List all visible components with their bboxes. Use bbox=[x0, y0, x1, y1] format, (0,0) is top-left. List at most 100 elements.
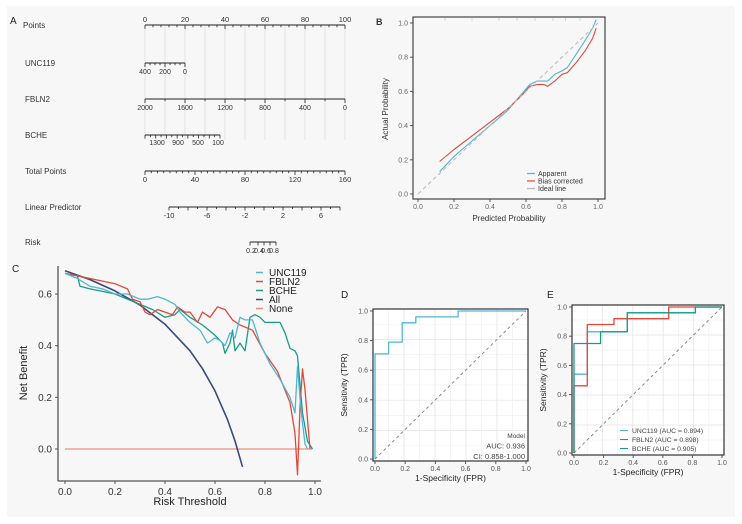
x-tick-label: 0.2 bbox=[599, 460, 609, 467]
plot-border bbox=[412, 16, 606, 200]
linear-predictor-tick-label: 6 bbox=[319, 211, 323, 220]
plot-border bbox=[372, 308, 529, 462]
linear-predictor-tick-label: -6 bbox=[204, 211, 211, 220]
points-tick-label: 100 bbox=[339, 15, 352, 24]
nomogram-row-label: BCHE bbox=[25, 131, 47, 140]
legend-label: None bbox=[269, 304, 293, 315]
x-tick-label: 0.6 bbox=[208, 487, 222, 498]
fbln2-tick-label: 2000 bbox=[137, 105, 153, 112]
y-tick-label: 0.8 bbox=[398, 55, 408, 62]
y-tick-label: 0.6 bbox=[358, 368, 368, 375]
total-points-tick-label: 40 bbox=[191, 175, 199, 184]
x-axis-title: Predicted Probability bbox=[472, 214, 545, 223]
y-tick-label: 0.4 bbox=[38, 341, 52, 352]
y-axis-title: Net Benefit bbox=[18, 346, 30, 400]
risk-tick-label: 0.4 bbox=[254, 248, 264, 255]
x-tick-label: 0.6 bbox=[521, 204, 531, 211]
panel-label-a: A bbox=[10, 16, 17, 27]
roc-curve-fbln2 bbox=[573, 306, 722, 453]
points-tick-label: 80 bbox=[301, 15, 309, 24]
points-tick-label: 20 bbox=[181, 15, 189, 24]
bche-tick-label: 900 bbox=[172, 140, 184, 147]
nomogram-panel-a: Points UNC119 FBLN2 BCHE Total Points Linear … bbox=[23, 15, 351, 255]
y-axis-title: Sensitivity (TPR) bbox=[339, 353, 349, 416]
calibration-panel-b: 0.0 0.2 0.4 0.6 0.8 1.0 0.0 0.2 0.4 0.6 0.8 1.0 Pred… bbox=[381, 16, 606, 223]
y-axis-title: Sensitivity (TPR) bbox=[538, 348, 548, 411]
y-tick-label: 1.0 bbox=[398, 20, 408, 27]
unc119-tick-label: 400 bbox=[139, 69, 151, 76]
roc-curve-model bbox=[374, 310, 526, 459]
series-line-bche bbox=[64, 272, 314, 450]
panel-label-c: C bbox=[12, 264, 19, 275]
legend-label: Apparent bbox=[538, 171, 566, 178]
total-points-tick-label: 160 bbox=[339, 175, 352, 184]
x-tick-label: 0.0 bbox=[413, 204, 423, 211]
legend-label: All bbox=[269, 295, 280, 306]
unc119-tick-label: 200 bbox=[159, 69, 171, 76]
bche-tick-label: 500 bbox=[192, 140, 204, 147]
x-tick-label: 0.8 bbox=[491, 466, 501, 473]
fbln2-tick-label: 1600 bbox=[177, 105, 193, 112]
panel-label-b: B bbox=[376, 17, 383, 27]
x-tick-label: 1.0 bbox=[717, 460, 727, 467]
risk-tick-label: 0.8 bbox=[269, 248, 279, 255]
y-tick-label: 0.4 bbox=[557, 392, 567, 399]
nomogram-row-label: Linear Predictor bbox=[25, 203, 82, 212]
nomogram-row-label: FBLN2 bbox=[25, 95, 50, 104]
y-tick-label: 0.8 bbox=[557, 334, 567, 341]
series-line-fbln2 bbox=[64, 272, 311, 476]
linear-predictor-tick-label: -10 bbox=[164, 211, 175, 220]
series-line-ideal-line bbox=[417, 22, 599, 195]
y-tick-label: 0.8 bbox=[358, 338, 368, 345]
fbln2-tick-label: 1200 bbox=[217, 105, 233, 112]
roc-panel-d: 0.0 0.2 0.4 0.6 0.8 1.0 0.0 0.2 0.4 0.6 0.8 1.0 1-Sp… bbox=[339, 308, 531, 483]
x-tick-label: 1.0 bbox=[593, 204, 603, 211]
roc-annotation: CI: 0.858-1.000 bbox=[473, 452, 525, 461]
legend-label: FBLN2 (AUC = 0.898) bbox=[632, 437, 699, 444]
nomogram-row-label: Risk bbox=[25, 238, 42, 247]
x-tick-label: 0.8 bbox=[258, 487, 272, 498]
nomogram-row-label: Points bbox=[23, 21, 45, 30]
panel-label-d: D bbox=[341, 290, 348, 301]
risk-tick-label: 0.6 bbox=[261, 248, 271, 255]
x-tick-label: 0.2 bbox=[400, 466, 410, 473]
x-axis-title: Risk Threshold bbox=[153, 496, 226, 508]
fbln2-tick-label: 0 bbox=[343, 105, 347, 112]
legend-label: UNC119 bbox=[269, 268, 307, 279]
unc119-tick-label: 0 bbox=[183, 69, 187, 76]
nomogram-row-label: Total Points bbox=[25, 167, 66, 176]
roc-annotation: Model bbox=[507, 433, 525, 440]
legend-label: UNC119 (AUC = 0.894) bbox=[632, 428, 703, 435]
y-tick-label: 0.0 bbox=[358, 456, 368, 463]
points-tick-label: 40 bbox=[221, 15, 229, 24]
x-tick-label: 0.4 bbox=[485, 204, 495, 211]
total-points-tick-label: 120 bbox=[289, 175, 302, 184]
x-tick-label: 0.2 bbox=[108, 487, 122, 498]
x-axis-title: 1-Specificity (FPR) bbox=[613, 467, 684, 477]
y-tick-label: 0.2 bbox=[358, 427, 368, 434]
points-tick-label: 0 bbox=[143, 15, 147, 24]
y-tick-label: 0.4 bbox=[398, 123, 408, 130]
series-line-all bbox=[64, 270, 244, 468]
x-tick-label: 0.4 bbox=[431, 466, 441, 473]
linear-predictor-tick-label: -2 bbox=[242, 211, 249, 220]
x-tick-label: 0.8 bbox=[688, 460, 698, 467]
nomogram-row-label: UNC119 bbox=[25, 59, 56, 68]
x-tick-label: 1.0 bbox=[308, 487, 322, 498]
x-tick-label: 0.6 bbox=[461, 466, 471, 473]
y-tick-label: 0.0 bbox=[38, 445, 52, 456]
legend-label: FBLN2 bbox=[269, 277, 301, 288]
roc-panel-e: 0.0 0.2 0.4 0.6 0.8 1.0 0.0 0.2 0.4 0.6 0.8 1.0 1-Sp… bbox=[538, 304, 727, 477]
fbln2-tick-label: 800 bbox=[259, 105, 271, 112]
total-points-tick-label: 80 bbox=[241, 175, 249, 184]
linear-predictor-tick-label: 2 bbox=[281, 211, 285, 220]
points-tick-label: 60 bbox=[261, 15, 269, 24]
y-tick-label: 0.2 bbox=[38, 393, 52, 404]
total-points-tick-label: 0 bbox=[143, 175, 147, 184]
y-tick-label: 0.0 bbox=[398, 191, 408, 198]
legend-label: Bias corrected bbox=[538, 179, 583, 186]
chance-diagonal bbox=[573, 306, 723, 454]
x-tick-label: 0.4 bbox=[158, 487, 172, 498]
series-line-unc119 bbox=[64, 272, 309, 450]
